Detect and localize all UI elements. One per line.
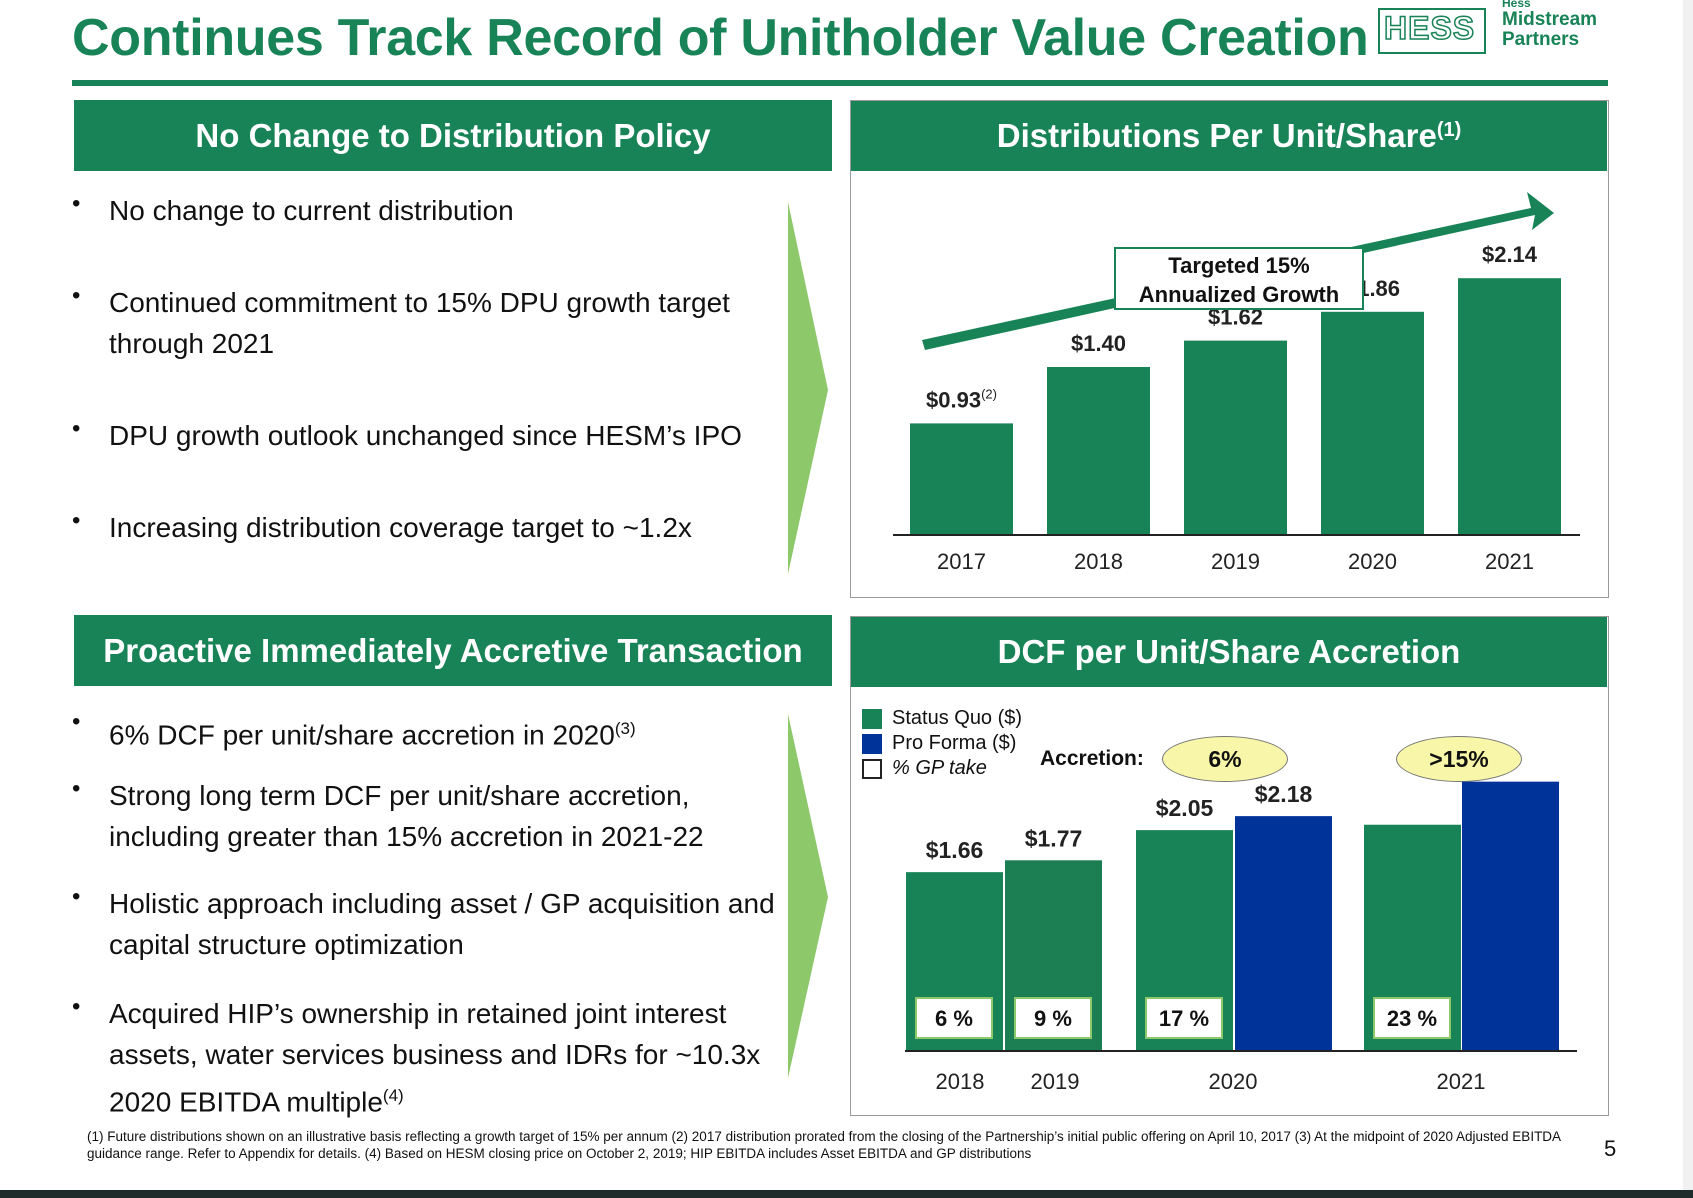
- logo-tag: Hess: [1502, 0, 1531, 10]
- legend-item-gp-take: % GP take: [862, 756, 1022, 781]
- hess-midstream-logo: HESS Hess Midstream Partners: [1378, 0, 1598, 54]
- accretion-label: Accretion:: [1040, 747, 1144, 770]
- legend-label-status-quo: Status Quo ($): [892, 707, 1023, 729]
- legend-item-pro-forma: Pro Forma ($): [862, 731, 1022, 756]
- bullet-text: Holistic approach including asset / GP a…: [109, 888, 775, 960]
- chevron-arrow-top: [788, 202, 828, 574]
- bullet-text: Strong long term DCF per unit/share accr…: [109, 780, 704, 852]
- logo-partners-text: Midstream Partners: [1502, 10, 1597, 50]
- dcf-chart-header-text: DCF per Unit/Share Accretion: [997, 633, 1461, 670]
- legend-swatch-pro-forma: [862, 733, 882, 754]
- transaction-header-text: Proactive Immediately Accretive Transact…: [103, 631, 803, 669]
- legend-label-pro-forma: Pro Forma ($): [892, 732, 1017, 754]
- logo-hess-text: HESS: [1383, 9, 1476, 47]
- accretion-bubble-2020: 6%: [1162, 736, 1288, 782]
- page-number: 5: [1604, 1136, 1617, 1161]
- dcf-chart-frame: [850, 616, 1609, 1116]
- logo-line2: Partners: [1502, 29, 1580, 50]
- bullet-text: No change to current distribution: [109, 195, 514, 226]
- dpu-chart-header-sup: (1): [1436, 118, 1462, 141]
- bullet-text: Continued commitment to 15% DPU growth t…: [109, 287, 730, 359]
- bullet-text: Acquired HIP’s ownership in retained joi…: [109, 998, 761, 1118]
- distribution-policy-header: No Change to Distribution Policy: [74, 100, 832, 171]
- dpu-chart-frame: [850, 100, 1609, 598]
- footnote: (1) Future distributions shown on an ill…: [87, 1129, 1561, 1161]
- window-edge: [1683, 0, 1693, 1190]
- legend-label-gp-take: % GP take: [892, 757, 987, 779]
- legend-swatch-gp-take: [862, 758, 882, 779]
- distribution-policy-header-text: No Change to Distribution Policy: [195, 116, 711, 154]
- accretion-bubble-2021: >15%: [1396, 736, 1522, 782]
- bottom-bar: [0, 1190, 1693, 1198]
- transaction-header: Proactive Immediately Accretive Transact…: [74, 615, 832, 686]
- dpu-chart-header: Distributions Per Unit/Share (1): [851, 101, 1607, 171]
- title-underline: [72, 80, 1608, 86]
- logo-line1: Midstream: [1502, 9, 1598, 30]
- slide-title: Continues Track Record of Unitholder Val…: [72, 9, 1369, 67]
- dcf-chart-header: DCF per Unit/Share Accretion: [851, 617, 1607, 687]
- bullet-text: Increasing distribution coverage target …: [109, 512, 692, 543]
- bullet-text: DPU growth outlook unchanged since HESM’…: [109, 420, 742, 451]
- legend-item-status-quo: Status Quo ($): [862, 706, 1022, 731]
- chevron-arrow-bottom: [788, 714, 828, 1078]
- bullet-text: 6% DCF per unit/share accretion in 2020(…: [109, 719, 636, 751]
- dpu-chart-header-text: Distributions Per Unit/Share: [996, 117, 1437, 154]
- logo-box: HESS: [1378, 8, 1486, 54]
- dcf-legend: Status Quo ($) Pro Forma ($) % GP take: [862, 706, 1022, 781]
- legend-swatch-status-quo: [862, 708, 882, 729]
